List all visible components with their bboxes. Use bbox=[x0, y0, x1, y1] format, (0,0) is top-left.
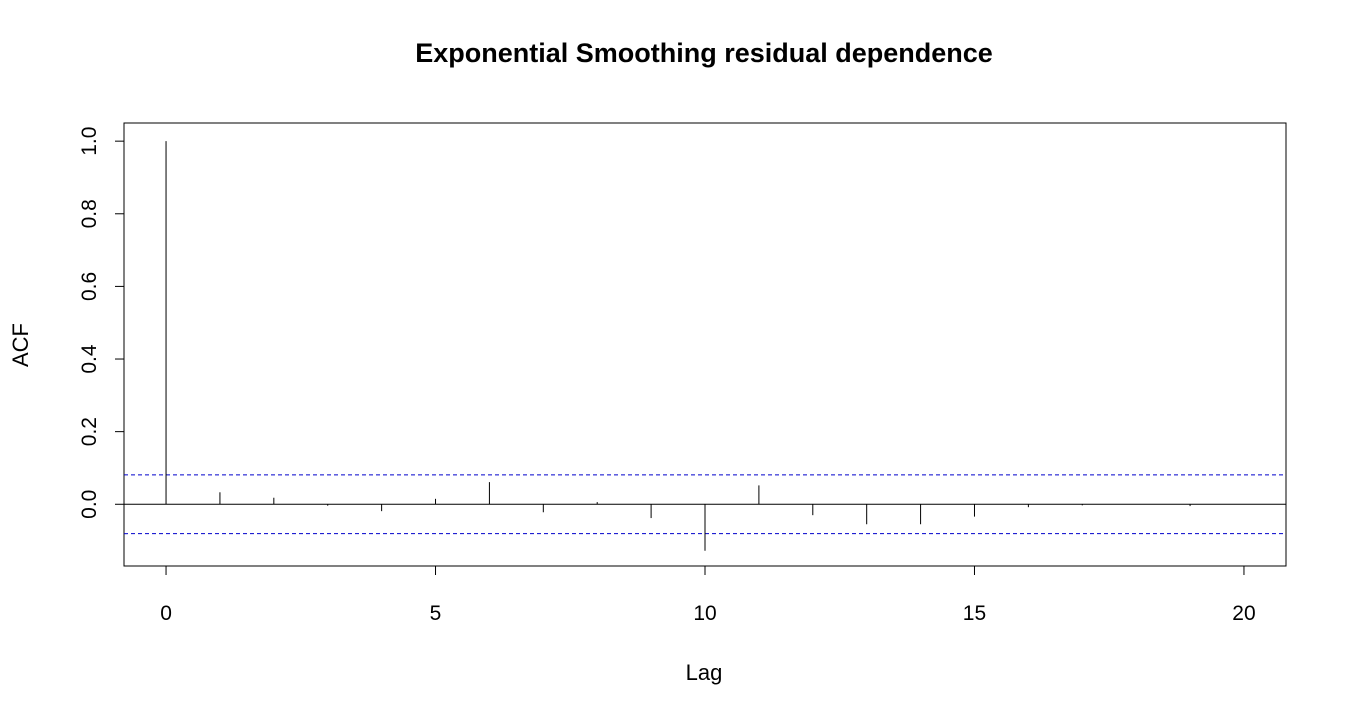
y-tick-label: 0.0 bbox=[78, 490, 101, 519]
x-axis: 0 5 10 15 20 bbox=[160, 565, 1256, 625]
y-tick-label: 0.2 bbox=[78, 417, 101, 446]
y-tick-label: 0.6 bbox=[78, 272, 101, 301]
x-tick-label: 0 bbox=[160, 602, 172, 625]
y-axis-title: ACF bbox=[8, 323, 33, 367]
acf-series bbox=[165, 141, 1191, 551]
x-tick-label: 20 bbox=[1232, 602, 1255, 625]
chart-title: Exponential Smoothing residual dependenc… bbox=[415, 38, 993, 68]
x-axis-title: Lag bbox=[686, 660, 723, 685]
x-tick-label: 15 bbox=[963, 602, 986, 625]
y-tick-label: 0.4 bbox=[78, 344, 101, 374]
y-tick-label: 1.0 bbox=[78, 127, 101, 156]
y-axis: 0.0 0.2 0.4 0.6 0.8 1.0 bbox=[78, 127, 125, 519]
plot-frame bbox=[123, 122, 1287, 567]
x-tick-label: 5 bbox=[430, 602, 442, 625]
x-tick-label: 10 bbox=[693, 602, 716, 625]
y-tick-label: 0.8 bbox=[78, 199, 101, 228]
